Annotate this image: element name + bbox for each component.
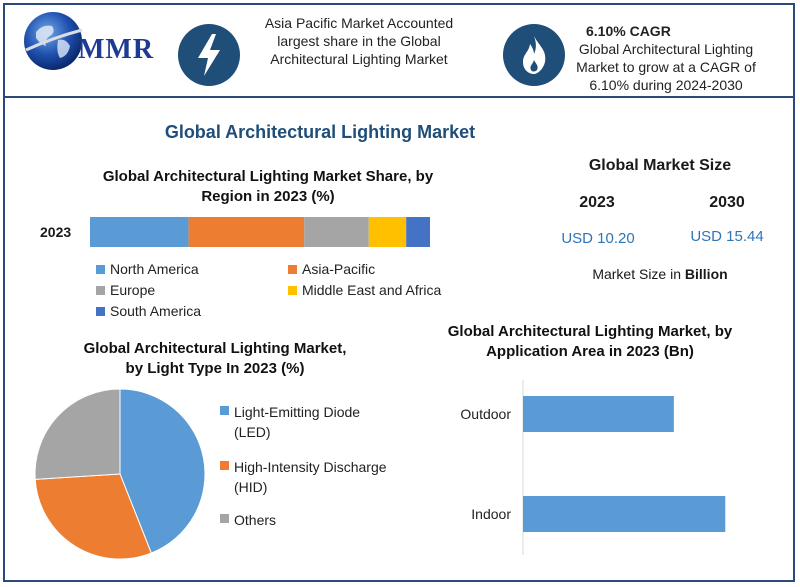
market-size-unit-prefix: Market Size in: [592, 266, 682, 282]
light-type-chart-title: Global Architectural Lighting Market, by …: [50, 339, 380, 379]
legend-swatch: [96, 264, 105, 274]
legend-swatch: [220, 514, 229, 523]
banner-line: largest share in the Global: [277, 33, 441, 49]
market-size-title: Global Market Size: [588, 157, 732, 174]
legend-swatch: [96, 306, 105, 316]
globe-logo-icon: [24, 12, 83, 70]
application-bar: [523, 396, 674, 432]
legend-label: North America: [110, 261, 199, 277]
legend-label: High-Intensity Discharge (HID): [234, 459, 387, 495]
legend-label: Middle East and Africa: [302, 282, 442, 298]
chart-title-line: Global Architectural Lighting Market, by: [447, 323, 733, 340]
pie-slice: [119, 388, 206, 554]
region-bar-segment: [188, 217, 305, 247]
chart-title-line: Application Area in 2023 (Bn): [486, 343, 694, 360]
region-legend-item: Middle East and Africa: [288, 282, 441, 298]
logo-text: MMR: [78, 34, 155, 65]
light-type-legend-item: High-Intensity Discharge (HID): [220, 457, 400, 497]
light-type-pie: [34, 388, 206, 560]
application-category-label: Outdoor: [460, 406, 511, 422]
light-type-legend-item: Others: [220, 510, 400, 530]
lightning-bolt-icon: [178, 24, 240, 86]
region-legend-item: Europe: [96, 282, 155, 298]
region-bar-segment: [90, 217, 189, 247]
legend-swatch: [96, 285, 105, 295]
legend-label: Light-Emitting Diode (LED): [234, 404, 361, 440]
banner-apac-share: Asia Pacific Market Accounted largest sh…: [244, 14, 474, 68]
pie-slice: [34, 473, 152, 560]
region-bar-segment: [304, 217, 369, 247]
legend-label: Others: [234, 512, 277, 528]
banner-line: Architectural Lighting Market: [270, 51, 448, 67]
region-legend-item: North America: [96, 261, 199, 277]
application-chart-title: Global Architectural Lighting Market, by…: [410, 322, 770, 362]
region-stacked-bar: [90, 217, 430, 247]
region-bar-segment: [406, 217, 430, 247]
banner-cagr: 6.10% CAGR Global Architectural Lighting…: [566, 22, 766, 94]
banner-line: Asia Pacific Market Accounted: [264, 15, 454, 31]
light-type-legend-item: Light-Emitting Diode (LED): [220, 402, 400, 442]
market-size-unit-bold: Billion: [684, 266, 728, 282]
banner-line: 6.10% during 2024-2030: [589, 77, 743, 93]
region-bar-category: 2023: [40, 224, 72, 240]
chart-title-line: by Light Type In 2023 (%): [125, 360, 305, 377]
infographic-frame: [3, 3, 795, 582]
legend-swatch: [220, 461, 229, 470]
legend-label: South America: [110, 303, 202, 319]
region-legend-item: South America: [96, 303, 201, 319]
chart-title-line: Region in 2023 (%): [201, 188, 335, 205]
market-size-unit: Market Size in Billion: [560, 266, 760, 282]
flame-icon: [503, 24, 565, 86]
application-category-label: Indoor: [471, 506, 511, 522]
market-size-value-2023: USD 10.20: [561, 230, 635, 247]
banner-line: Global Architectural Lighting: [578, 41, 754, 57]
application-bar: [523, 496, 726, 532]
header-divider: [5, 96, 793, 98]
main-title: Global Architectural Lighting Market: [164, 122, 476, 142]
region-chart-title: Global Architectural Lighting Market Sha…: [78, 167, 458, 207]
market-size-year-2030: 2030: [709, 194, 745, 211]
region-legend-item: Asia-Pacific: [288, 261, 375, 277]
chart-title-line: Global Architectural Lighting Market Sha…: [102, 168, 434, 185]
legend-label: Asia-Pacific: [302, 261, 376, 277]
banner-cagr-title: 6.10% CAGR: [586, 23, 671, 39]
chart-title-line: Global Architectural Lighting Market,: [83, 340, 347, 357]
legend-label: Europe: [110, 282, 156, 298]
application-bar-chart: Outdoor Indoor: [460, 380, 726, 555]
market-size-value-2030: USD 15.44: [690, 228, 764, 245]
market-size-year-2023: 2023: [579, 194, 615, 211]
pie-slice: [34, 388, 121, 480]
banner-line: Market to grow at a CAGR of: [576, 59, 756, 75]
region-bar-segment: [368, 217, 407, 247]
legend-swatch: [288, 285, 297, 295]
legend-swatch: [220, 406, 229, 415]
legend-swatch: [288, 264, 297, 274]
